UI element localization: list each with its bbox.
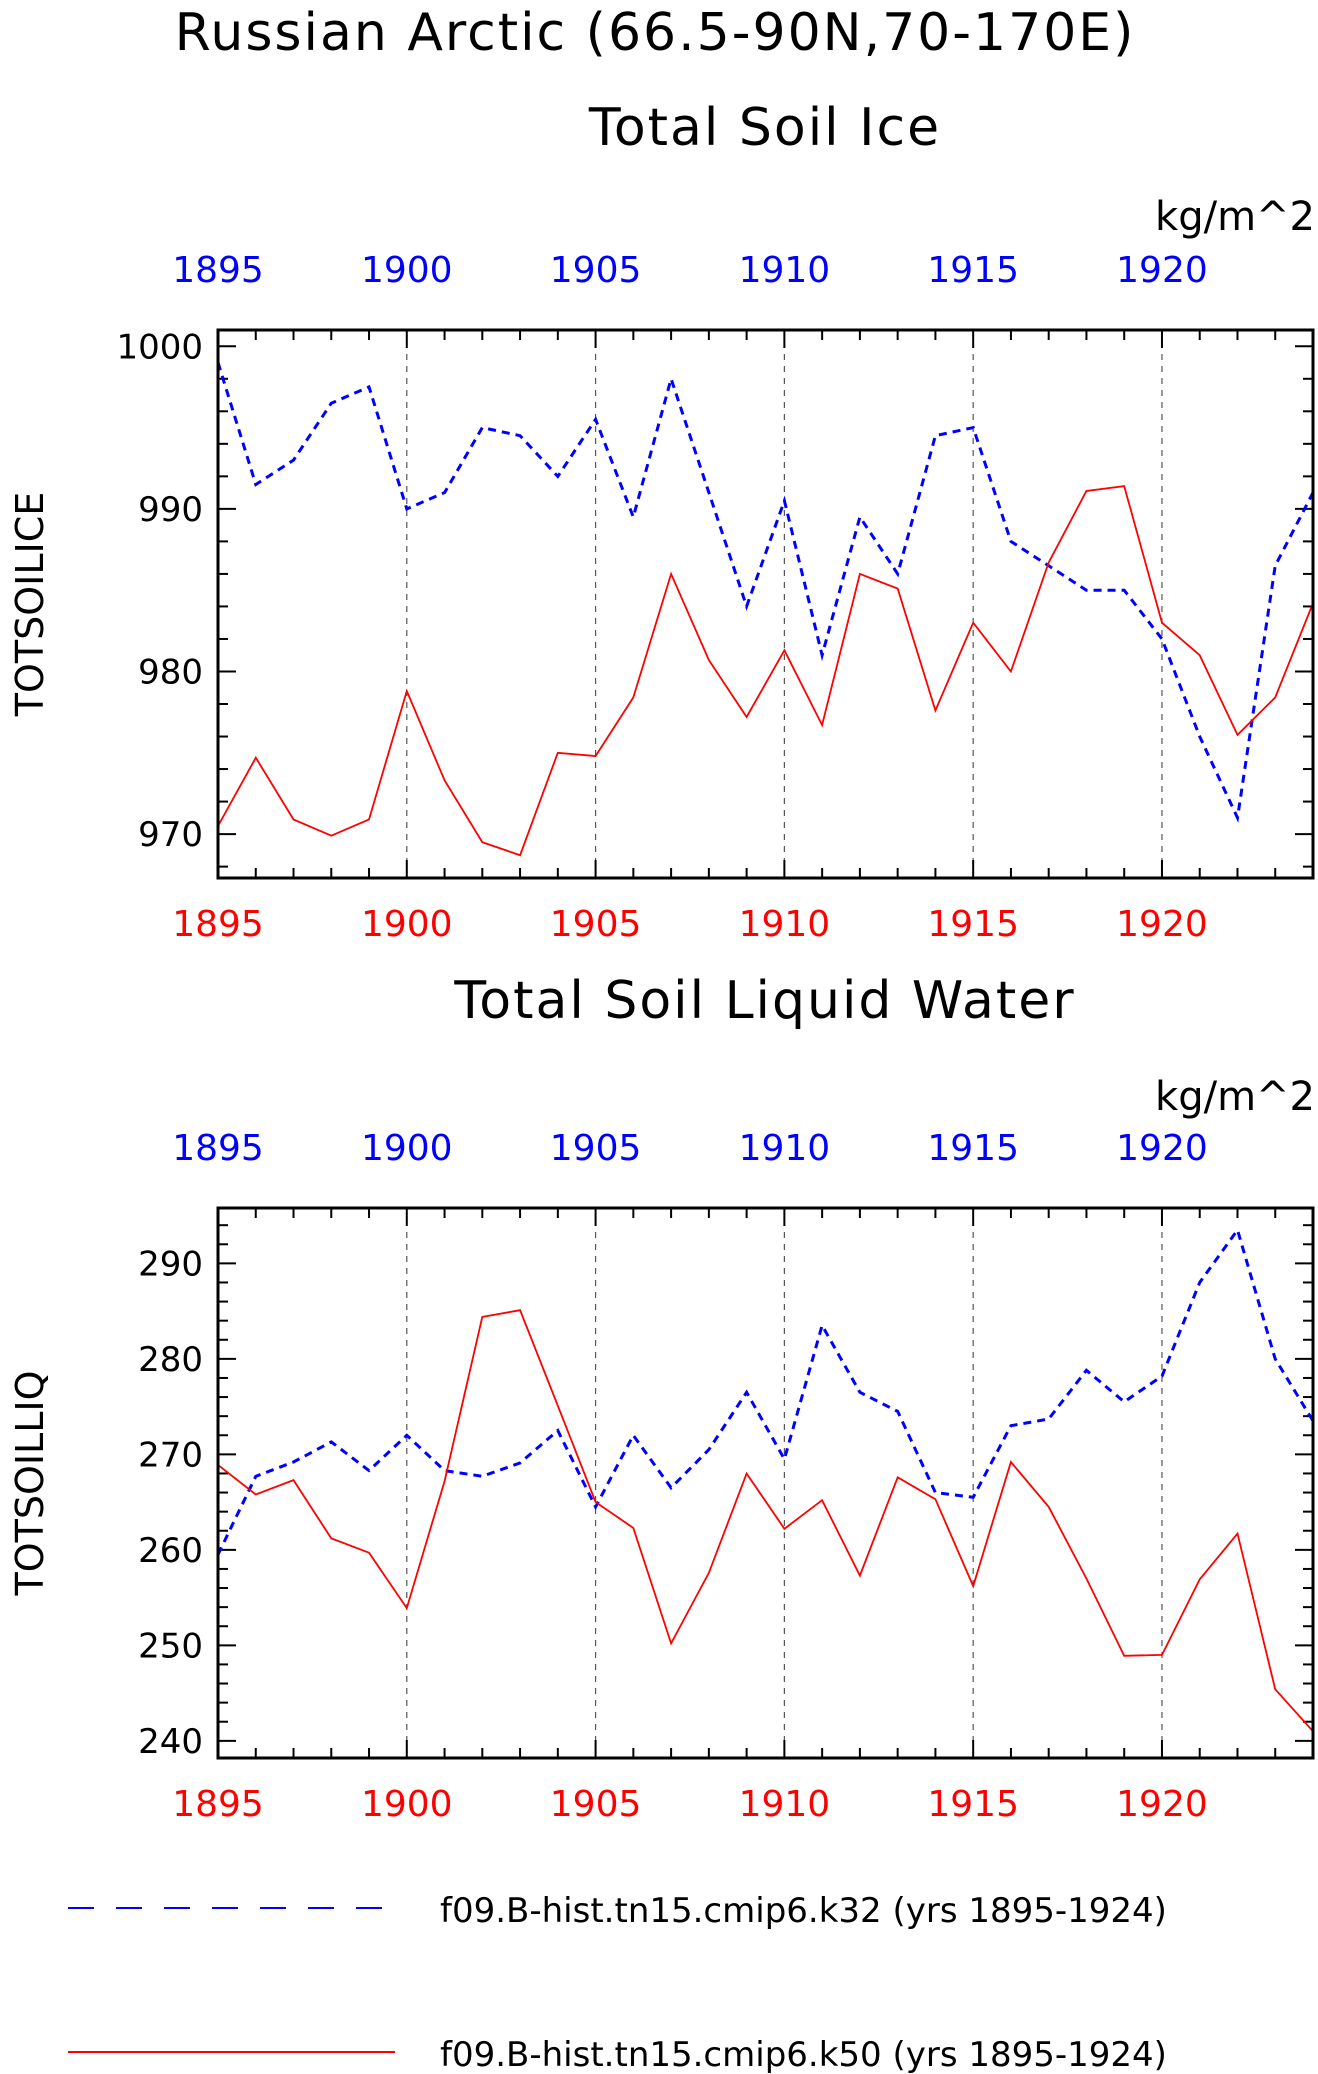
y-tick-label-260: 260 — [138, 1531, 203, 1571]
legend: f09.B-hist.tn15.cmip6.k32 (yrs 1895-1924… — [68, 1891, 1167, 2074]
x-tick-label-top-1920: 1920 — [1116, 1128, 1208, 1169]
y-tick-label-250: 250 — [138, 1626, 203, 1666]
units-label-bottom: kg/m^2 — [1155, 1074, 1315, 1120]
y-axis-label: TOTSOILICE — [8, 492, 52, 718]
title-line2: Total Soil Ice — [588, 98, 941, 158]
x-tick-label-top-1895: 1895 — [172, 250, 264, 291]
y-tick-label-240: 240 — [138, 1722, 203, 1762]
panel-total-soil-ice: 970 980 990 1000 1895 1895 1900 1900 1905 1905 191… — [8, 250, 1315, 945]
y-tick-label-980: 980 — [138, 652, 203, 692]
x-tick-label-bottom-1920: 1920 — [1116, 1784, 1208, 1825]
panel2-title: Total Soil Liquid Water — [453, 971, 1075, 1031]
x-tick-label-top-1915: 1915 — [927, 1128, 1019, 1169]
title-line1: Russian Arctic (66.5-90N,70-170E) — [175, 3, 1136, 63]
x-tick-label-bottom-1895: 1895 — [172, 904, 264, 945]
series-k50-line — [217, 1309, 1314, 1732]
y-tick-label-290: 290 — [138, 1244, 203, 1284]
x-tick-label-top-1910: 1910 — [739, 250, 831, 291]
x-tick-label-bottom-1905: 1905 — [550, 904, 642, 945]
panel-total-soil-liquid-water: 240 250 260 270 280 290 1895 1895 1900 1900 1905 19… — [8, 1128, 1315, 1825]
x-tick-label-bottom-1910: 1910 — [739, 904, 831, 945]
x-tick-label-top-1910: 1910 — [739, 1128, 831, 1169]
y-tick-label-970: 970 — [138, 815, 203, 855]
legend-k50-label: f09.B-hist.tn15.cmip6.k50 (yrs 1895-1924… — [440, 2035, 1167, 2074]
y-tick-label-270: 270 — [138, 1435, 203, 1475]
x-tick-label-top-1905: 1905 — [550, 1128, 642, 1169]
x-tick-label-bottom-1915: 1915 — [927, 904, 1019, 945]
x-tick-label-bottom-1905: 1905 — [550, 1784, 642, 1825]
units-label-top: kg/m^2 — [1155, 194, 1315, 240]
x-tick-label-bottom-1900: 1900 — [361, 1784, 453, 1825]
y-tick-label-990: 990 — [138, 490, 203, 530]
x-tick-label-top-1905: 1905 — [550, 250, 642, 291]
y-tick-label-1000: 1000 — [116, 327, 203, 367]
x-tick-label-top-1915: 1915 — [927, 250, 1019, 291]
x-tick-label-bottom-1895: 1895 — [172, 1784, 264, 1825]
y-tick-label-280: 280 — [138, 1340, 203, 1380]
x-tick-label-top-1900: 1900 — [361, 1128, 453, 1169]
legend-k32-label: f09.B-hist.tn15.cmip6.k32 (yrs 1895-1924… — [440, 1891, 1167, 1931]
x-tick-label-bottom-1915: 1915 — [927, 1784, 1019, 1825]
plot-frame — [216, 328, 1315, 880]
plot-frame — [216, 1206, 1315, 1760]
series-k32-line — [216, 362, 1315, 823]
x-tick-label-bottom-1900: 1900 — [361, 904, 453, 945]
x-tick-label-bottom-1920: 1920 — [1116, 904, 1208, 945]
x-tick-label-top-1920: 1920 — [1116, 250, 1208, 291]
x-tick-label-bottom-1910: 1910 — [739, 1784, 831, 1825]
series-k32-line — [216, 1226, 1315, 1556]
x-tick-label-top-1900: 1900 — [361, 250, 453, 291]
y-axis-label: TOTSOILLIQ — [8, 1370, 52, 1596]
x-tick-label-top-1895: 1895 — [172, 1128, 264, 1169]
series-k50-line — [217, 485, 1314, 857]
